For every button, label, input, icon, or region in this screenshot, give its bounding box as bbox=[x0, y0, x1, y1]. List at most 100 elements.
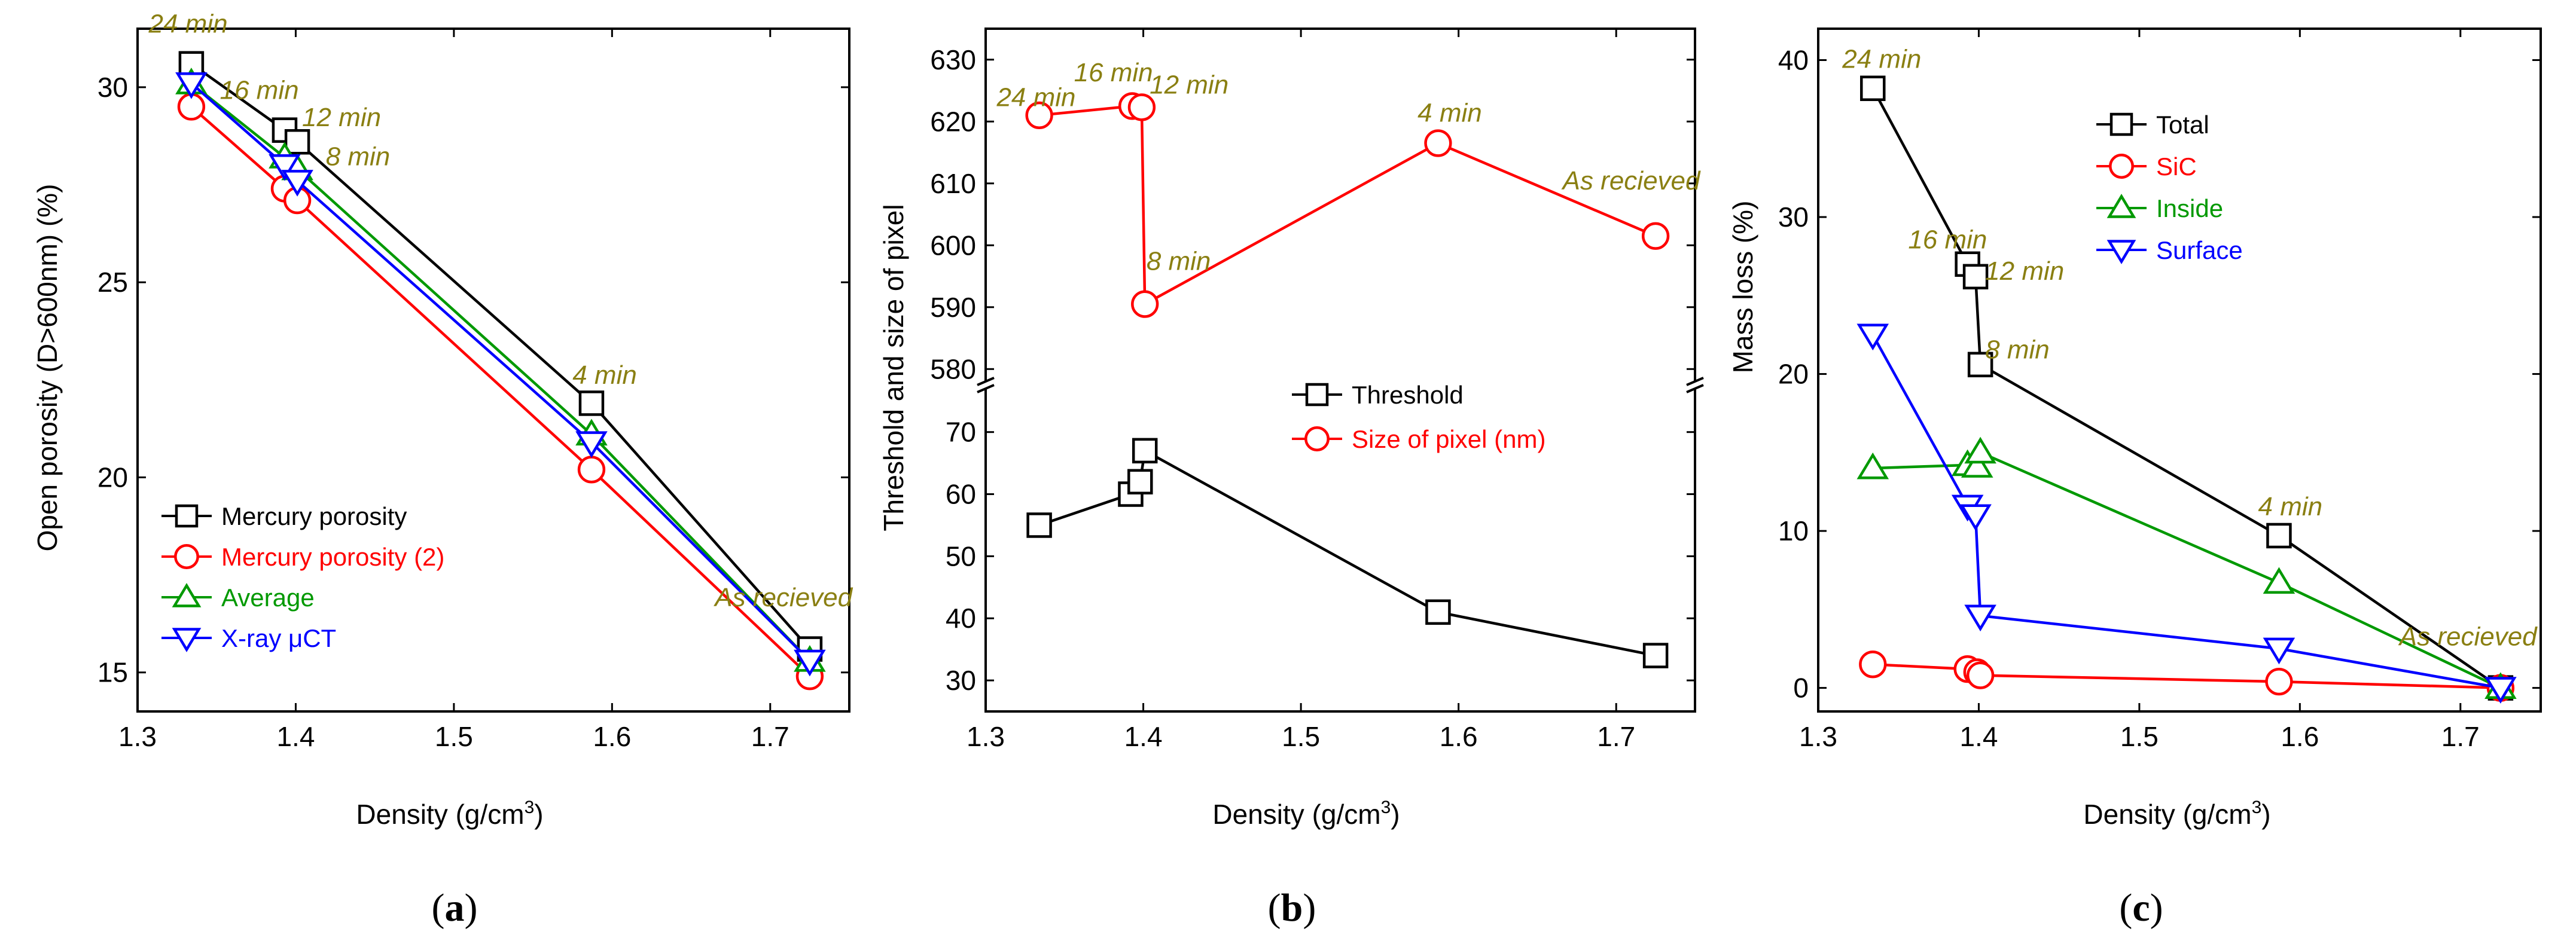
panel-c-point-surface bbox=[2484, 677, 2517, 704]
panel-a-point-x-ray-ct bbox=[794, 649, 826, 677]
panel-c-series-line-total bbox=[1871, 87, 2502, 689]
panel-a-point-x-ray-ct bbox=[281, 170, 313, 197]
panel-c-series bbox=[1856, 75, 2517, 704]
panel-b-series-line-threshold bbox=[1038, 448, 1656, 657]
panel-b-series-line-size-of-pixel-nm bbox=[1039, 105, 1656, 307]
panel-c-legend-marker-total bbox=[2109, 112, 2133, 136]
panel-c-point-total bbox=[1962, 264, 1989, 290]
panel-c-annotation: 24 min bbox=[1842, 45, 1921, 74]
panel-a-legend-label-mercury-porosity-2: Mercury porosity (2) bbox=[221, 543, 444, 571]
panel-b-annotation: 16 min bbox=[1074, 58, 1153, 87]
panel-c-legend-label-sic: SiC bbox=[2156, 152, 2197, 181]
panel-b-chart: 1.3 1.4 1.5 1.6 1.7 580 590 600 610 620 630 30 40 50 6… bbox=[878, 28, 1704, 930]
panel-a-legend-marker-mercury-porosity-2 bbox=[174, 544, 199, 569]
panel-c-annotation: 8 min bbox=[1985, 335, 2050, 364]
panel-b-y-lower-tick-label: 50 bbox=[946, 540, 976, 572]
panel-b-legend-marker-threshold bbox=[1305, 383, 1329, 407]
panel-a-x-tick-label: 1.7 bbox=[751, 721, 789, 752]
panel-b-axis-break-mark bbox=[977, 384, 995, 393]
panel-b-x-tick-label: 1.7 bbox=[1597, 721, 1635, 752]
panel-a-point-x-ray-ct bbox=[575, 431, 608, 458]
panel-c-point-total bbox=[1860, 75, 1886, 102]
panel-c-y-tick-label: 40 bbox=[1778, 45, 1809, 76]
panel-c-annotation: As recieved bbox=[2398, 622, 2538, 652]
panel-b-ticks: 1.3 1.4 1.5 1.6 1.7 580 590 600 610 620 630 30 40 50 6… bbox=[930, 29, 1695, 752]
panel-c-chart: 1.3 1.4 1.5 1.6 1.7 0 10 20 30 40 24 min 16 min12 … bbox=[1727, 28, 2542, 930]
panel-a-y-tick-label: 25 bbox=[97, 267, 128, 298]
panel-c-point-surface bbox=[1856, 323, 1889, 351]
panel-b-annotation: 24 min bbox=[996, 83, 1075, 112]
panel-b-y-upper-tick-label: 590 bbox=[930, 292, 976, 323]
panel-a-annotation: 4 min bbox=[572, 361, 637, 390]
panel-a-ticks: 1.3 1.4 1.5 1.6 1.7 15 20 25 30 bbox=[97, 29, 849, 752]
panel-c-y-tick-label: 30 bbox=[1778, 201, 1809, 233]
panel-c-legend-label-total: Total bbox=[2156, 111, 2209, 139]
panel-a-x-tick-label: 1.4 bbox=[276, 721, 315, 752]
panel-c-legend: Total SiC Inside Surface bbox=[2096, 111, 2243, 264]
panel-c-point-total bbox=[1967, 352, 1993, 378]
panel-c-point-surface bbox=[1964, 604, 1996, 632]
panel-a-legend-marker-mercury-porosity bbox=[175, 504, 199, 528]
panel-b-x-axis-label: Density (g/cm3) bbox=[1212, 798, 1400, 830]
panel-a-annotation: 16 min bbox=[220, 75, 299, 105]
panel-c-point-sic bbox=[1859, 650, 1887, 679]
panel-b-y-axis-label: Threshold and size of pixel bbox=[878, 204, 909, 531]
panel-a-annotation: 24 min bbox=[148, 10, 228, 39]
panel-b-y-lower-tick-label: 70 bbox=[946, 417, 976, 448]
panel-c-annotation: 12 min bbox=[1985, 256, 2064, 286]
panel-a-annotation: 8 min bbox=[326, 142, 391, 171]
panel-b-legend: Threshold Size of pixel (nm) bbox=[1292, 381, 1545, 453]
panel-b-x-tick-label: 1.5 bbox=[1282, 721, 1320, 752]
panel-a-legend-label-mercury-porosity: Mercury porosity bbox=[221, 502, 407, 530]
panel-c-point-inside bbox=[1964, 436, 1996, 464]
panel-b-point-size-of-pixel-nm bbox=[1131, 290, 1159, 318]
panel-b-legend-label-size-of-pixel-nm: Size of pixel (nm) bbox=[1352, 425, 1545, 453]
panel-c-point-surface bbox=[2263, 637, 2295, 665]
panel-b-point-size-of-pixel-nm bbox=[1424, 129, 1452, 157]
panel-a-point-mercury-porosity bbox=[284, 129, 310, 155]
panel-c-legend-label-surface: Surface bbox=[2156, 236, 2243, 264]
panel-a-label: (a) bbox=[432, 886, 478, 930]
panel-c-y-axis-label: Mass loss (%) bbox=[1727, 201, 1758, 374]
panel-a-legend: Mercury porosity Mercury porosity (2) Aver… bbox=[161, 502, 444, 652]
panel-a-legend-marker-average bbox=[172, 583, 202, 607]
panel-b-annotation: 8 min bbox=[1147, 247, 1211, 276]
panel-c-series-line-surface bbox=[1871, 334, 2501, 689]
panel-b-legend-marker-size-of-pixel-nm bbox=[1304, 426, 1330, 451]
panel-c-y-tick-label: 20 bbox=[1778, 359, 1809, 390]
panel-a-x-tick-label: 1.3 bbox=[118, 721, 157, 752]
panel-b-y-upper-tick-label: 630 bbox=[930, 44, 976, 75]
panel-c-x-tick-label: 1.6 bbox=[2281, 721, 2319, 752]
panel-b-y-upper-tick-label: 600 bbox=[930, 230, 976, 261]
panel-c-x-axis-label: Density (g/cm3) bbox=[2083, 798, 2270, 830]
panel-a-x-tick-label: 1.6 bbox=[593, 721, 631, 752]
panel-b-point-size-of-pixel-nm bbox=[1025, 101, 1053, 130]
panel-c-label: (c) bbox=[2119, 886, 2163, 930]
panel-c-axes bbox=[1817, 28, 2542, 713]
panel-b-annotation: As recieved bbox=[1561, 166, 1701, 195]
panel-c-point-total bbox=[2266, 523, 2292, 549]
panel-b-y-upper-tick-label: 610 bbox=[930, 168, 976, 199]
panel-b-axes bbox=[977, 28, 1704, 713]
panel-c-annotation: 16 min bbox=[1908, 225, 1987, 255]
panel-b-y-lower-tick-label: 40 bbox=[946, 603, 976, 634]
panel-b-axis-break-mark bbox=[977, 377, 995, 386]
panel-c-x-tick-label: 1.5 bbox=[2120, 721, 2159, 752]
panel-a-point-mercury-porosity-2 bbox=[577, 456, 606, 484]
panel-b-frame bbox=[984, 28, 1696, 713]
panel-c-x-tick-label: 1.7 bbox=[2441, 721, 2480, 752]
panel-b-y-lower-tick-label: 60 bbox=[946, 479, 976, 510]
panel-b-point-size-of-pixel-nm bbox=[1641, 222, 1670, 250]
panel-c-annotation: 4 min bbox=[2258, 492, 2323, 521]
panel-c-x-tick-label: 1.4 bbox=[1959, 721, 1998, 752]
panel-b-point-size-of-pixel-nm bbox=[1127, 93, 1156, 121]
panel-b-annotation: 4 min bbox=[1417, 98, 1482, 127]
panel-a-y-tick-label: 15 bbox=[97, 657, 128, 688]
panel-b-point-threshold bbox=[1642, 643, 1669, 668]
panel-c-y-tick-label: 0 bbox=[1793, 673, 1809, 704]
panel-b-x-tick-label: 1.4 bbox=[1124, 721, 1163, 752]
